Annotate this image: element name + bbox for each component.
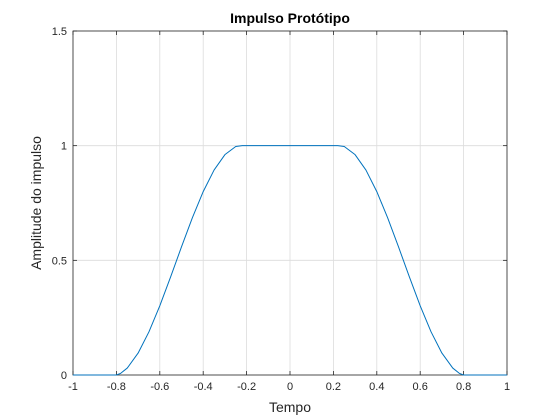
x-axis-label: Tempo xyxy=(269,399,311,415)
y-tick-label: 1.5 xyxy=(52,26,67,38)
y-tick-label: 0.5 xyxy=(52,255,67,267)
x-tick-label: 1 xyxy=(504,381,510,393)
tick-labels: -1 -0.8 -0.6 -0.4 -0.2 0 0.2 0.4 0.6 0.8 1 0 0.5 1 1.5 xyxy=(52,26,510,393)
y-tick-label: 0 xyxy=(61,370,67,382)
x-tick-label: 0.6 xyxy=(413,381,428,393)
x-tick-label: 0.2 xyxy=(326,381,341,393)
y-tick-label: 1 xyxy=(61,141,67,153)
x-tick-label: 0.4 xyxy=(369,381,384,393)
x-tick-label: -0.8 xyxy=(107,381,126,393)
x-tick-label: -0.2 xyxy=(237,381,256,393)
axes xyxy=(72,30,508,376)
series-line xyxy=(73,145,507,376)
x-tick-label: -0.6 xyxy=(150,381,169,393)
x-tick-label: -0.4 xyxy=(194,381,213,393)
x-tick-label: 0.8 xyxy=(456,381,471,393)
series-layer xyxy=(73,145,507,376)
x-tick-label: 0 xyxy=(287,381,293,393)
chart-title: Impulso Protótipo xyxy=(230,10,350,26)
x-tick-label: -1 xyxy=(68,381,78,393)
y-axis-label: Amplitude do impulso xyxy=(28,136,44,270)
